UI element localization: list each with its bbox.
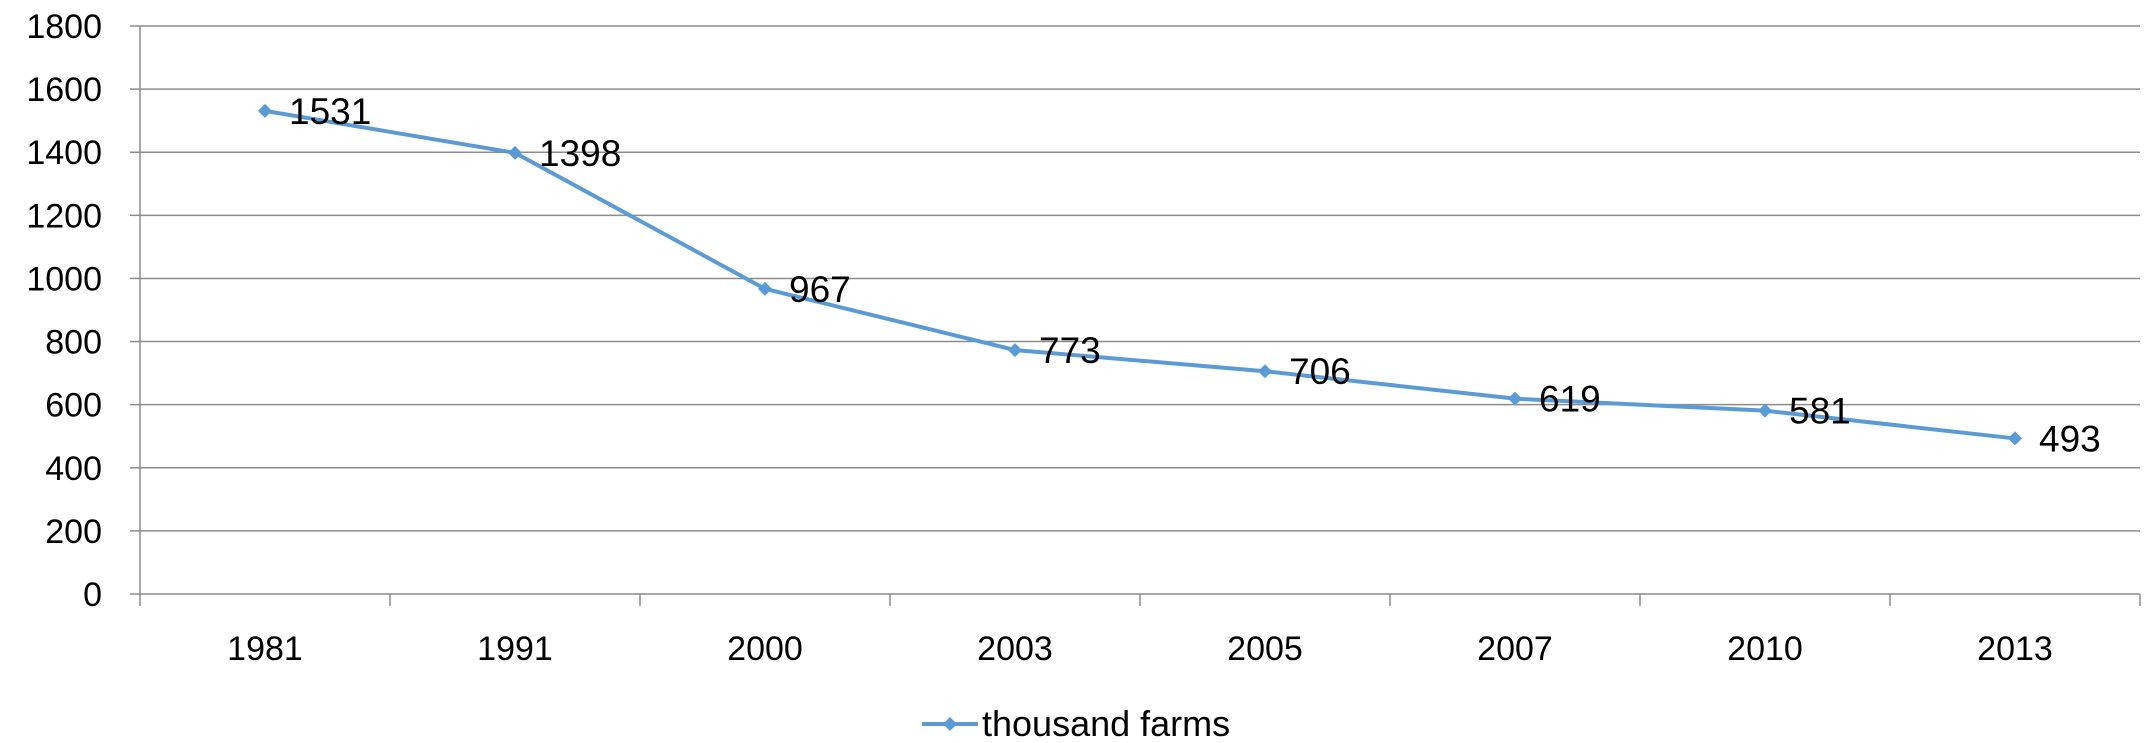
series-lines (264, 108, 2016, 441)
data-labels: 1531 1398 967 773 706 619 581 493 (289, 91, 2101, 460)
y-tick-label: 200 (45, 513, 102, 551)
y-tick-label: 0 (83, 576, 102, 614)
y-tick-label: 400 (45, 450, 102, 488)
legend: thousand farms (922, 703, 1230, 743)
series-line (264, 108, 2016, 441)
data-point-marker (508, 145, 522, 160)
data-point-marker (758, 281, 772, 296)
data-point-marker (1508, 391, 1522, 406)
data-label: 706 (1289, 351, 1351, 392)
data-point-marker (1258, 364, 1272, 379)
x-tick-label: 2003 (977, 630, 1053, 668)
data-point-marker (258, 103, 272, 118)
y-tick-label: 1800 (26, 8, 102, 46)
y-tick-label: 1200 (26, 197, 102, 235)
x-tick-label: 1981 (227, 630, 303, 668)
data-point-marker (1008, 343, 1022, 358)
x-tick-label: 2013 (1977, 630, 2053, 668)
gridlines (140, 25, 2140, 532)
data-label: 493 (2039, 418, 2101, 459)
x-tick-label: 2010 (1727, 630, 1803, 668)
legend-diamond-marker (943, 717, 957, 731)
data-point-marker (2008, 431, 2022, 446)
data-point-marker (1758, 403, 1772, 418)
data-label: 1398 (539, 133, 621, 174)
legend-label: thousand farms (982, 703, 1230, 738)
y-tick-label: 1000 (26, 260, 102, 298)
x-tick-label: 2005 (1227, 630, 1303, 668)
x-tick-label: 2007 (1477, 630, 1553, 668)
y-tick-label: 1600 (26, 71, 102, 109)
data-label: 619 (1539, 379, 1601, 420)
x-tick-label: 2000 (727, 630, 803, 668)
y-tick-label: 1400 (26, 134, 102, 172)
data-label: 581 (1789, 391, 1851, 432)
y-tick-label: 800 (45, 324, 102, 362)
y-tick-label: 600 (45, 387, 102, 425)
series-markers (258, 103, 2022, 446)
data-label: 1531 (289, 91, 371, 132)
data-label: 773 (1039, 330, 1101, 371)
data-label: 967 (789, 269, 851, 310)
axes: 0 200 400 600 800 1000 1200 1400 1600 1800 1981 199… (26, 8, 2141, 668)
x-tick-label: 1991 (477, 630, 553, 668)
